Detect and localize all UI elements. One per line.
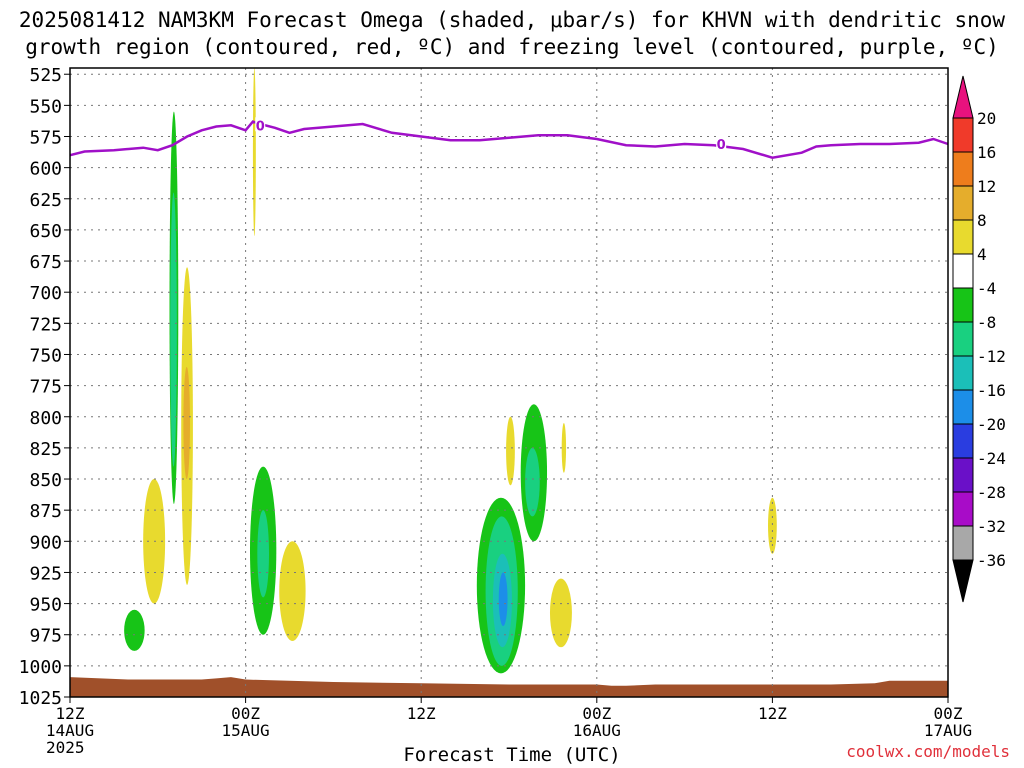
colorbar-segment [952, 253, 974, 289]
freezing-label: 0 [256, 119, 265, 134]
y-tick-label: 650 [29, 221, 62, 242]
colorbar-bottom-arrow [952, 559, 974, 603]
omega-region-19 [768, 497, 777, 554]
y-tick-label: 925 [29, 563, 62, 584]
omega-region-1 [170, 192, 177, 467]
x-tick-label: 15AUG [222, 721, 270, 740]
colorbar-top-arrow [952, 75, 974, 119]
colorbar-label: -28 [977, 483, 1006, 502]
y-tick-label: 750 [29, 345, 62, 366]
y-tick-label: 800 [29, 408, 62, 429]
colorbar-label: 12 [977, 177, 996, 196]
terrain-fill [70, 677, 948, 697]
omega-region-8 [257, 510, 270, 598]
y-tick-label: 625 [29, 190, 62, 211]
y-tick-label: 600 [29, 159, 62, 180]
y-tick-label: 525 [29, 65, 62, 86]
colorbar-segment [952, 287, 974, 323]
x-tick-label: 12Z [758, 704, 787, 723]
colorbar-segment [952, 117, 974, 153]
colorbar-segment [952, 457, 974, 493]
colorbar-label: 8 [977, 211, 987, 230]
x-tick-label: 00Z [934, 704, 963, 723]
plot-frame [69, 67, 949, 698]
x-tick-label: 00Z [231, 704, 260, 723]
credit-text: coolwx.com/models [846, 742, 1010, 761]
colorbar-segment [952, 491, 974, 527]
colorbar-segment [952, 423, 974, 459]
x-tick-label: 16AUG [573, 721, 621, 740]
y-tick-label: 850 [29, 470, 62, 491]
x-tick-label: 14AUG [46, 721, 94, 740]
colorbar-label: -32 [977, 517, 1006, 536]
omega-region-18 [561, 422, 567, 473]
y-tick-label: 975 [29, 626, 62, 647]
chart-title-line2: growth region (contoured, red, ºC) and f… [25, 35, 999, 59]
omega-region-4 [183, 366, 190, 480]
omega-region-6 [124, 609, 145, 651]
x-tick-label: 12Z [56, 704, 85, 723]
omega-region-15 [525, 447, 540, 517]
y-tick-label: 775 [29, 377, 62, 398]
colorbar-label: 16 [977, 143, 996, 162]
freezing-level-line [69, 120, 949, 159]
colorbar-segment [952, 185, 974, 221]
y-tick-label: 950 [29, 595, 62, 616]
colorbar-label: -8 [977, 313, 996, 332]
y-tick-label: 825 [29, 439, 62, 460]
x-axis-title: Forecast Time (UTC) [403, 744, 621, 766]
colorbar-segment [952, 355, 974, 391]
freezing-label-bg [255, 117, 266, 132]
omega-region-2 [252, 68, 256, 237]
x-tick-label: 00Z [582, 704, 611, 723]
chart-title-line1: 2025081412 NAM3KM Forecast Omega (shaded… [18, 8, 1006, 32]
omega-region-13 [498, 572, 508, 627]
colorbar-segment [952, 151, 974, 187]
colorbar-label: -16 [977, 381, 1006, 400]
colorbar-segment [952, 321, 974, 357]
colorbar-label: -4 [977, 279, 996, 298]
y-tick-label: 725 [29, 314, 62, 335]
colorbar-label: 20 [977, 109, 996, 128]
y-tick-label: 1000 [19, 657, 62, 678]
x-tick-label: 12Z [407, 704, 436, 723]
freezing-label-bg [716, 135, 727, 150]
colorbar-label: 4 [977, 245, 987, 264]
colorbar-label: -24 [977, 449, 1006, 468]
y-tick-label: 550 [29, 96, 62, 117]
y-tick-label: 575 [29, 128, 62, 149]
colorbar-label: -12 [977, 347, 1006, 366]
x-tick-label: 2025 [46, 738, 85, 757]
colorbar-label: -36 [977, 551, 1006, 570]
freezing-label: 0 [717, 138, 726, 153]
y-tick-label: 875 [29, 501, 62, 522]
colorbar-label: -20 [977, 415, 1006, 434]
colorbar-segment [952, 525, 974, 561]
omega-region-17 [549, 578, 572, 648]
omega-region-16 [506, 416, 515, 486]
y-tick-label: 1025 [19, 688, 62, 709]
y-tick-label: 675 [29, 252, 62, 273]
y-tick-label: 900 [29, 532, 62, 553]
colorbar-segment [952, 389, 974, 425]
colorbar-segment [952, 219, 974, 255]
y-tick-label: 700 [29, 283, 62, 304]
x-tick-label: 17AUG [924, 721, 972, 740]
omega-region-9 [279, 541, 306, 641]
